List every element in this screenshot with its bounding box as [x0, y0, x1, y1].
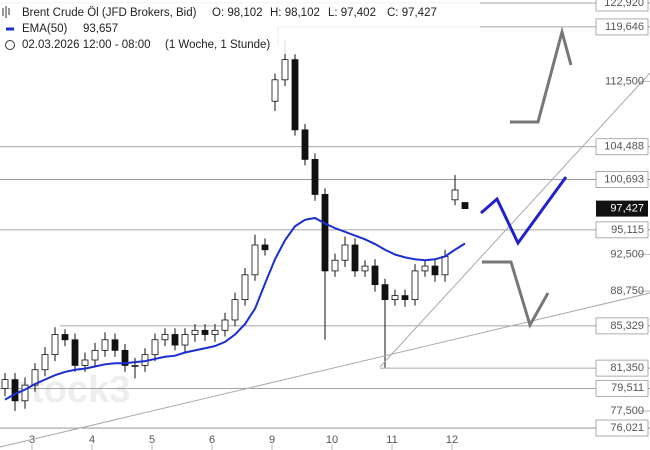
candle-body — [431, 265, 439, 276]
ema-value: 93,657 — [83, 23, 118, 35]
level-label-box — [595, 18, 649, 36]
candle-body — [261, 244, 269, 251]
level-label: 122,920 — [604, 0, 644, 9]
trend-line — [0, 292, 650, 448]
level-label-box — [595, 419, 649, 437]
candle-body — [91, 349, 99, 361]
candle-body — [301, 129, 309, 160]
level-label-box — [595, 379, 649, 397]
candle-body — [51, 334, 59, 356]
candle-body — [81, 359, 89, 366]
last-price-label: 97,427 — [610, 203, 644, 215]
ohlc: H: 98,102 — [270, 7, 320, 19]
level-label: 79,511 — [611, 382, 644, 394]
level-label: 104,488 — [604, 141, 644, 153]
candle-body — [111, 339, 119, 351]
candle-body — [341, 244, 349, 261]
candle-body — [21, 384, 29, 402]
candle-body — [1, 379, 9, 389]
timeframe: 02.03.2026 12:00 - 08:00 — [22, 39, 151, 51]
level-label: 85,329 — [610, 320, 644, 332]
level-label: 81,350 — [610, 362, 644, 374]
level-label-box — [595, 221, 649, 239]
x-tick-label: 12 — [446, 434, 458, 446]
x-tick-label: 9 — [269, 434, 275, 446]
candle-body — [361, 265, 369, 272]
candle-body — [331, 259, 339, 272]
title: Brent Crude Öl (JFD Brokers, Bid) — [22, 7, 197, 19]
ohlc: L: 97,402 — [328, 7, 376, 19]
candle-body — [291, 59, 299, 131]
ohlc: C: 97,427 — [387, 7, 437, 19]
candle-body — [251, 244, 259, 276]
level-label: 76,021 — [610, 422, 644, 434]
level-label-box — [595, 0, 649, 12]
y-tick-label: 112,500 — [605, 75, 644, 87]
level-label: 95,115 — [611, 224, 644, 236]
candle-body — [421, 265, 429, 272]
candle-body — [211, 329, 219, 335]
candle-body — [461, 202, 469, 210]
watermark: stock3 — [10, 369, 130, 411]
x-tick-label: 5 — [149, 434, 155, 446]
candle-body — [321, 194, 329, 272]
candle-body — [161, 334, 169, 341]
candle-body — [201, 329, 209, 335]
candle-body — [231, 299, 239, 321]
level-label: 119,646 — [605, 21, 644, 33]
header-bg — [0, 0, 480, 54]
y-tick-label: 92,500 — [610, 248, 644, 260]
icon — [2, 6, 10, 18]
candle-body — [441, 256, 449, 276]
x-tick-label: 6 — [209, 434, 215, 446]
y-tick-label: 77,500 — [610, 405, 644, 417]
candle-body — [351, 244, 359, 272]
candle-body — [371, 265, 379, 286]
last-price-box — [596, 200, 648, 217]
candle-body — [191, 329, 199, 335]
candle-body — [311, 159, 319, 195]
y-tick-label: 88,750 — [610, 285, 644, 297]
candle-body — [271, 79, 279, 102]
candle-body — [151, 339, 159, 356]
ohlc: O: 98,102 — [212, 7, 263, 19]
level-label-box — [595, 138, 649, 156]
candle-body — [381, 284, 389, 301]
level-label-box — [595, 317, 649, 335]
scenario-arrow — [480, 176, 568, 246]
level-label-box — [595, 359, 649, 377]
candle-body — [121, 349, 129, 366]
x-tick-label: 10 — [326, 434, 338, 446]
scenario-arrow — [510, 26, 573, 124]
ema-line — [4, 216, 466, 401]
ema-legend: EMA(50) — [22, 23, 68, 35]
candle-body — [451, 189, 459, 201]
candle-body — [61, 334, 69, 341]
candle-body — [101, 339, 109, 351]
scenario-arrow — [482, 260, 550, 329]
clock-icon — [5, 40, 15, 50]
candle-body — [171, 334, 179, 346]
candle-body — [11, 379, 19, 402]
candle-body — [411, 270, 419, 301]
candle-body — [131, 365, 139, 367]
candle-body — [71, 339, 79, 366]
candle-body — [241, 274, 249, 301]
trend-line — [379, 72, 650, 368]
candle-body — [281, 59, 289, 81]
level-label: 100,693 — [604, 173, 644, 185]
candle-body — [41, 354, 49, 371]
candle-body — [181, 334, 189, 346]
candle-body — [221, 319, 229, 331]
candle-body — [391, 295, 399, 301]
interval: (1 Woche, 1 Stunde) — [165, 39, 270, 51]
x-tick-label: 4 — [89, 434, 95, 446]
x-tick-label: 11 — [386, 434, 397, 446]
level-label-box — [595, 171, 649, 188]
candle-body — [401, 295, 409, 301]
